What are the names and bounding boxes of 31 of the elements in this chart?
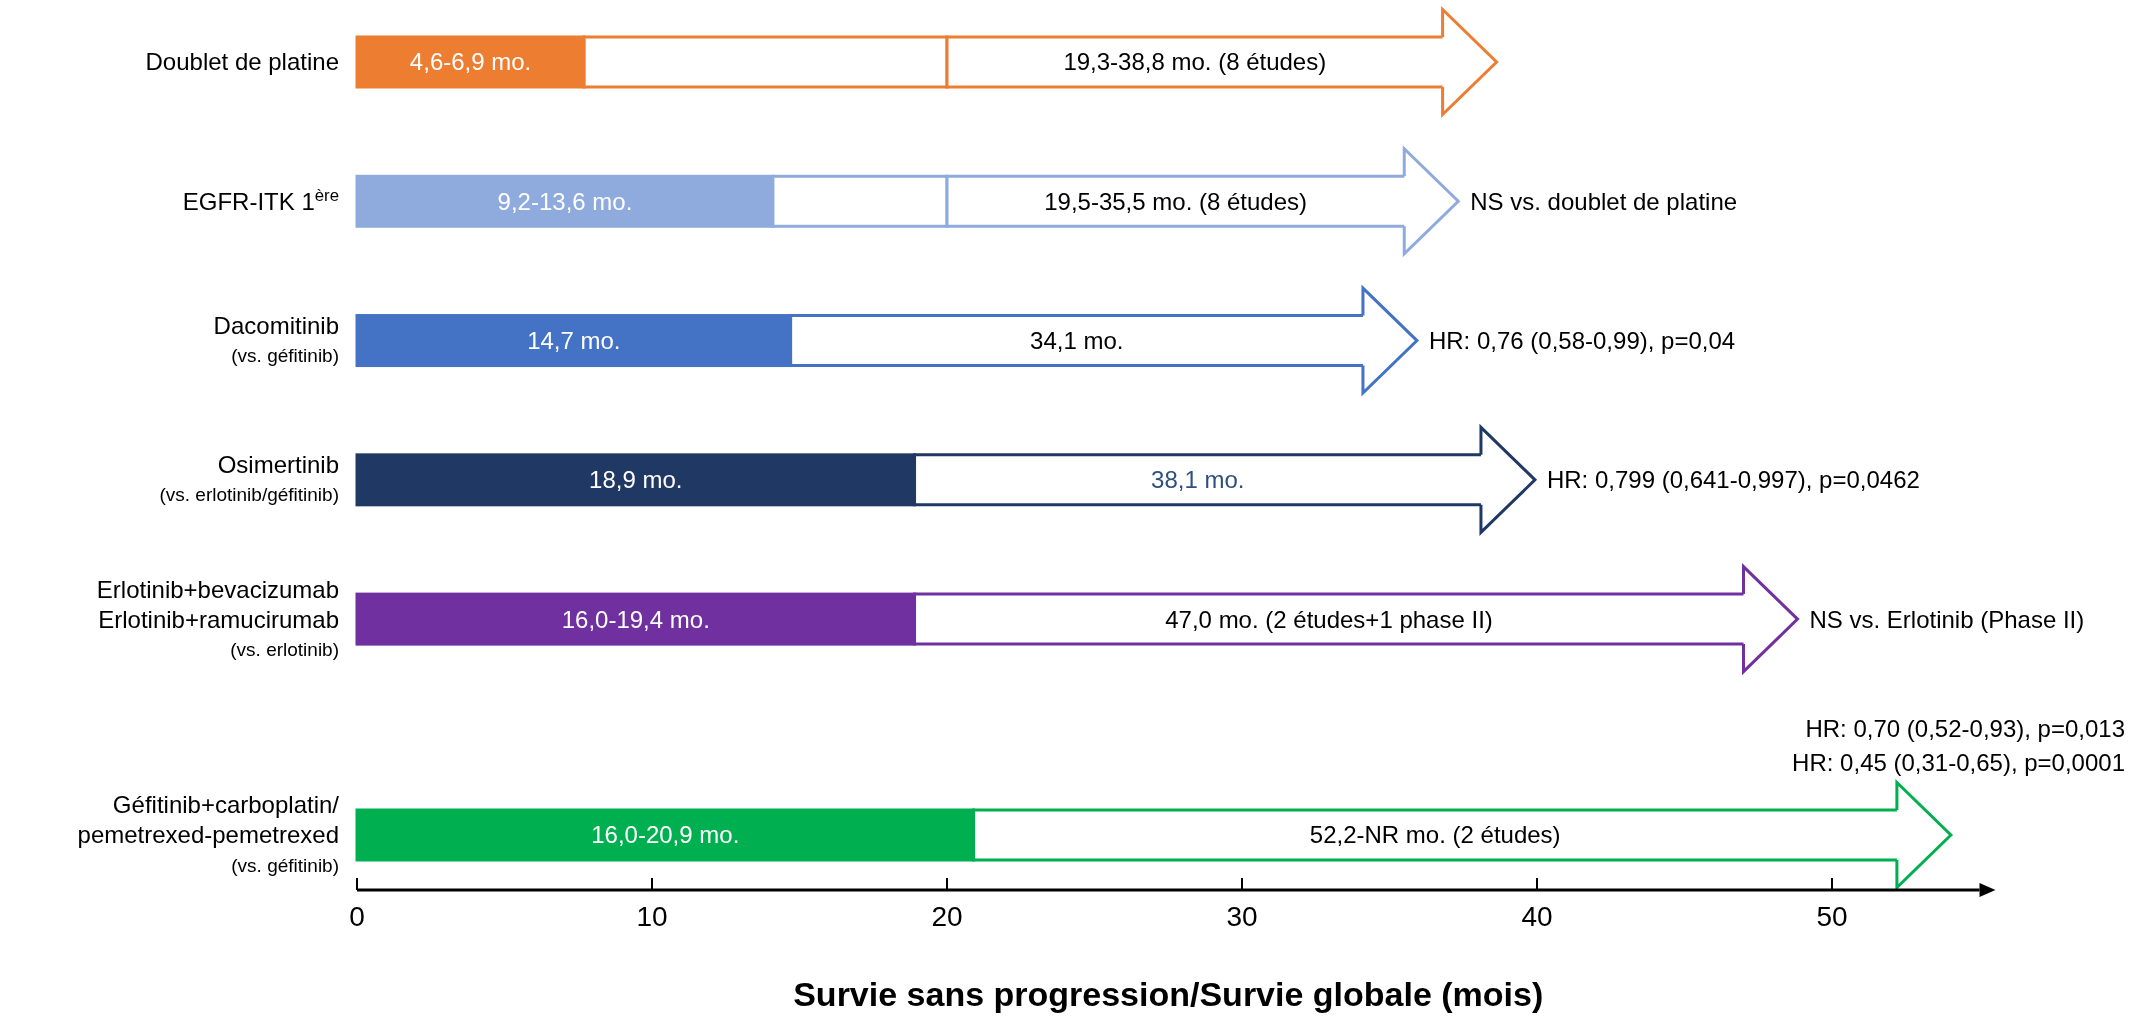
data-label: 16,0-20,9 mo.: [591, 821, 740, 849]
data-label: 16,0-19,4 mo.: [561, 605, 710, 633]
x-tick-label: 40: [1521, 901, 1553, 932]
data-label: 18,9 mo.: [589, 466, 683, 494]
annotation: HR: 0,799 (0,641-0,997), p=0,0462: [1546, 466, 1920, 494]
data-label: 9,2-13,6 mo.: [497, 187, 633, 215]
annotation: HR: 0,76 (0,58-0,99), p=0,04: [1428, 326, 1736, 354]
x-tick-label: 20: [931, 901, 963, 932]
y-tick-label: Osimertinib (vs. erlotinib/géfitinib): [159, 451, 339, 506]
total-label: 19,5-35,5 mo. (8 études): [1044, 187, 1308, 215]
y-tick-label: Doublet de platine: [145, 48, 339, 76]
annotation: NS vs. Erlotinib (Phase II): [1809, 605, 2085, 633]
total-label: 38,1 mo.: [1151, 466, 1245, 494]
x-tick-label: 30: [1226, 901, 1258, 932]
y-tick-label: Dacomitinib (vs. géfitinib): [213, 311, 339, 367]
x-tick-label: 10: [636, 901, 668, 932]
annotation: HR: 0,70 (0,52-0,93), p=0,013: [1805, 714, 2125, 742]
total-label: 34,1 mo.: [1030, 326, 1124, 354]
x-axis-title: Survie sans progression/Survie globale (mois): [793, 975, 1544, 1013]
annotation: NS vs. doublet de platine: [1470, 187, 1738, 215]
y-tick-label: Géfitinib+carboplatin/ pemetrexed-pemetrexed (vs. géfitinib): [77, 791, 340, 876]
x-tick-label: 50: [1816, 901, 1848, 932]
data-label: 4,6-6,9 mo.: [409, 48, 532, 76]
total-label: 52,2-NR mo. (2 études): [1309, 821, 1561, 849]
data-label: 14,7 mo.: [527, 326, 621, 354]
y-tick-label: Erlotinib+bevacizumab Erlotinib+ramucirumab (vs. erlotinib): [96, 575, 339, 660]
total-label: 47,0 mo. (2 études+1 phase II): [1165, 605, 1493, 633]
annotation: HR: 0,45 (0,31-0,65), p=0,0001: [1792, 748, 2125, 776]
x-tick-label: 0: [349, 901, 365, 932]
y-tick-label: EGFR-ITK 1$^{ère}$: [182, 185, 339, 215]
total-label: 19,3-38,8 mo. (8 études): [1063, 48, 1327, 76]
